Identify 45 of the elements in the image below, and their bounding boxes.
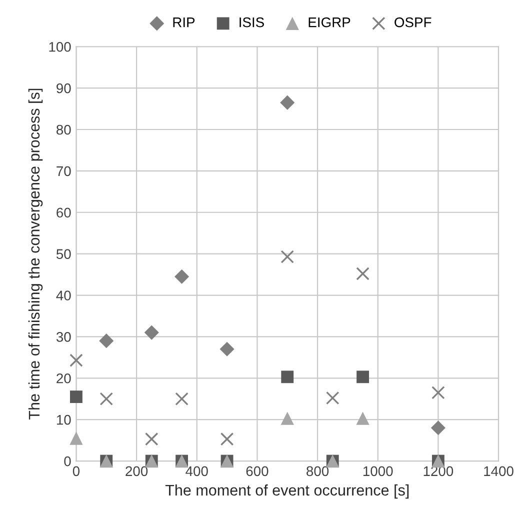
y-tick-label: 30 bbox=[56, 332, 71, 342]
point bbox=[430, 420, 446, 436]
y-tick-label: 50 bbox=[56, 249, 71, 259]
x-tick-label: 800 bbox=[306, 466, 329, 476]
point bbox=[70, 432, 83, 445]
point bbox=[281, 370, 294, 384]
legend-label: ISIS bbox=[240, 17, 264, 28]
point bbox=[280, 95, 295, 110]
x-tick-label: 600 bbox=[246, 466, 268, 476]
legend-label: RIP bbox=[173, 18, 195, 28]
point bbox=[144, 325, 159, 340]
point bbox=[175, 392, 188, 406]
point bbox=[99, 334, 114, 348]
point bbox=[70, 354, 83, 367]
y-tick-label: 10 bbox=[56, 414, 71, 425]
point bbox=[280, 250, 294, 264]
point bbox=[356, 412, 370, 425]
point bbox=[326, 391, 340, 405]
legend-label: EIGRP bbox=[308, 17, 350, 28]
point bbox=[100, 392, 114, 406]
y-axis-title: The time of finishing the convergence process [s] bbox=[28, 88, 43, 420]
point bbox=[432, 386, 445, 400]
point bbox=[70, 390, 82, 403]
point bbox=[356, 370, 369, 384]
y-tick-label: 0 bbox=[64, 456, 71, 466]
x-tick-label: 400 bbox=[186, 466, 208, 476]
y-tick-label: 100 bbox=[49, 42, 71, 52]
y-tick-label: 90 bbox=[56, 83, 71, 94]
y-tick-label: 40 bbox=[56, 290, 71, 300]
point bbox=[220, 432, 234, 446]
point bbox=[356, 267, 370, 280]
point bbox=[174, 269, 190, 284]
point bbox=[280, 412, 294, 425]
y-tick-label: 60 bbox=[56, 208, 71, 218]
y-tick-label: 70 bbox=[56, 166, 71, 176]
point bbox=[220, 342, 234, 356]
x-tick-label: 1400 bbox=[484, 466, 514, 476]
x-tick-label: 200 bbox=[126, 466, 148, 476]
x-tick-label: 1000 bbox=[363, 466, 393, 476]
legend-label: OSPF bbox=[394, 17, 432, 28]
point bbox=[144, 432, 158, 446]
y-tick-label: 80 bbox=[56, 124, 71, 135]
y-tick-label: 20 bbox=[56, 373, 71, 384]
x-axis-title: The moment of event occurrence [s] bbox=[165, 484, 409, 499]
x-tick-label: 0 bbox=[72, 466, 80, 476]
